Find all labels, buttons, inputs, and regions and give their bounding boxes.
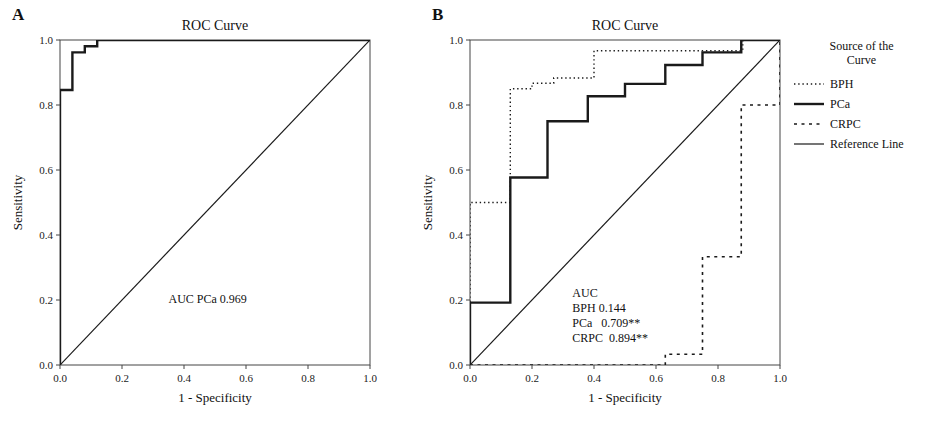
marks: [470, 40, 780, 365]
reference-line: [470, 40, 780, 365]
marks: [60, 40, 370, 365]
y-tick: [56, 105, 60, 106]
x-tick-label: 0.0: [463, 372, 477, 384]
x-tick-label: 0.4: [177, 372, 191, 384]
y-tick-label: 0.6: [449, 164, 463, 176]
y-tick-label: 0.2: [39, 294, 53, 306]
y-tick: [56, 235, 60, 236]
x-tick: [60, 365, 61, 369]
x-tick-label: 0.6: [239, 372, 253, 384]
x-tick-label: 1.0: [363, 372, 377, 384]
legend-swatch: [794, 143, 824, 144]
legend-label: CRPC: [830, 117, 861, 131]
y-tick: [466, 300, 470, 301]
reference-line: [60, 40, 370, 365]
legend-label: PCa: [830, 97, 851, 111]
x-tick-label: 0.2: [115, 372, 129, 384]
roc-curve: [470, 40, 780, 365]
x-tick: [470, 365, 471, 369]
y-tick: [466, 105, 470, 106]
roc-curve: [470, 40, 780, 365]
x-tick: [780, 365, 781, 369]
annotation: AUC PCa 0.969: [169, 292, 247, 306]
y-tick: [56, 300, 60, 301]
y-tick: [466, 365, 470, 366]
y-tick-label: 1.0: [39, 34, 53, 46]
legend-label: Reference Line: [830, 137, 904, 151]
background: [0, 0, 935, 429]
y-tick: [56, 40, 60, 41]
y-tick-label: 0.8: [39, 99, 53, 111]
x-tick-label: 0.0: [53, 372, 67, 384]
legend-swatch: [794, 103, 824, 105]
x-tick: [656, 365, 657, 369]
x-tick-label: 0.2: [525, 372, 539, 384]
plot-frame: [470, 40, 780, 365]
y-tick-label: 0.8: [449, 99, 463, 111]
panel-label: A: [12, 5, 25, 24]
y-tick: [466, 170, 470, 171]
x-tick: [246, 365, 247, 369]
y-tick-label: 0.0: [449, 359, 463, 371]
y-tick-label: 0.2: [449, 294, 463, 306]
legend-swatch: [794, 123, 824, 125]
x-tick: [122, 365, 123, 369]
x-tick-label: 1.0: [773, 372, 787, 384]
title: ROC Curve: [592, 18, 659, 33]
y-tick: [56, 365, 60, 366]
x-tick-label: 0.8: [711, 372, 725, 384]
annotation: AUCBPH 0.144PCa 0.709**CRPC 0.894**: [572, 286, 648, 345]
legend: Source of theCurve BPH PCa CRPC Reference Li…: [794, 39, 904, 151]
title: ROC Curve: [182, 18, 249, 33]
legend-title: Source of theCurve: [830, 39, 894, 67]
panel: 0.0 0.2 0.4 0.6 0.8 1.0 0.0 0.2 0.4 0.6 0.8 1.0 ROC …: [10, 5, 377, 405]
y-tick-label: 0.6: [39, 164, 53, 176]
y-tick: [466, 235, 470, 236]
y-tick-label: 0.4: [39, 229, 53, 241]
y-tick: [56, 170, 60, 171]
legend-label: BPH: [830, 77, 854, 91]
y-axis-label: Sensitivity: [10, 174, 25, 230]
y-tick-label: 0.0: [39, 359, 53, 371]
x-tick: [718, 365, 719, 369]
figure: 0.0 0.2 0.4 0.6 0.8 1.0 0.0 0.2 0.4 0.6 0.8 1.0 ROC …: [0, 0, 935, 429]
plot-frame: [60, 40, 370, 365]
y-axis-label: Sensitivity: [420, 174, 435, 230]
roc-curve: [470, 40, 780, 365]
panel-label: B: [432, 5, 443, 24]
y-tick-label: 0.4: [449, 229, 463, 241]
x-tick-label: 0.4: [587, 372, 601, 384]
panel: 0.0 0.2 0.4 0.6 0.8 1.0 0.0 0.2 0.4 0.6 0.8 1.0 ROC …: [420, 5, 787, 405]
x-axis-label: 1 - Specificity: [588, 390, 662, 405]
legend-swatch: [794, 83, 824, 84]
roc-curve: [60, 40, 370, 365]
x-tick: [532, 365, 533, 369]
y-tick-label: 1.0: [449, 34, 463, 46]
y-tick: [466, 40, 470, 41]
x-tick-label: 0.6: [649, 372, 663, 384]
x-tick: [308, 365, 309, 369]
x-tick: [594, 365, 595, 369]
x-tick: [184, 365, 185, 369]
x-tick: [370, 365, 371, 369]
x-tick-label: 0.8: [301, 372, 315, 384]
x-axis-label: 1 - Specificity: [178, 390, 252, 405]
